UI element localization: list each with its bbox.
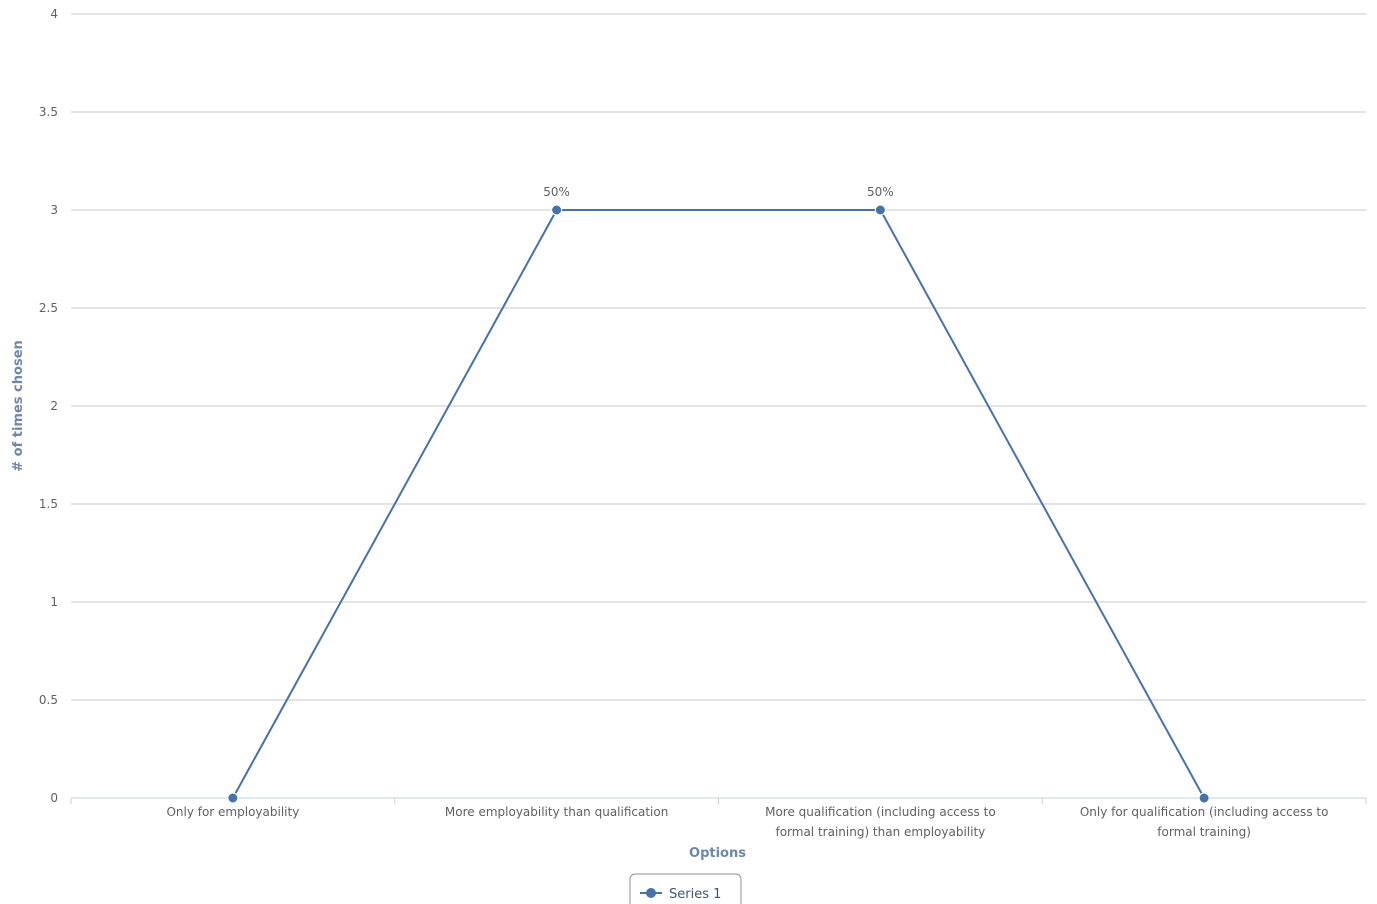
y-tick-label: 2: [50, 399, 58, 413]
x-axis-tick-labels: Only for employability More employability…: [166, 805, 1328, 839]
series-line: [231, 209, 1206, 799]
x-tick-label: Only for qualification (including access…: [1080, 805, 1329, 839]
legend-box: [629, 873, 742, 904]
x-axis-title: Options: [689, 846, 746, 861]
x-axis-ticks: [70, 798, 1367, 804]
data-labels: 50% 50%: [543, 185, 893, 199]
legend-item-series-1[interactable]: Series 1: [669, 887, 721, 902]
x-tick-label: Only for employability: [166, 805, 299, 819]
y-axis-title: # of times chosen: [11, 340, 26, 472]
y-tick-label: 0.5: [39, 693, 58, 707]
data-label: 50%: [543, 185, 570, 199]
legend[interactable]: Series 1: [629, 873, 742, 904]
grid-lines: [71, 13, 1366, 701]
y-axis-tick-labels: 0 0.5 1 1.5 2 2.5 3 3.5 4: [39, 7, 58, 805]
x-tick-label: More qualification (including access to f…: [765, 805, 996, 839]
y-tick-label: 3: [50, 203, 58, 217]
series-1: [227, 204, 1210, 804]
legend-series-marker-icon: [646, 888, 656, 898]
y-tick-label: 0: [50, 791, 58, 805]
data-point[interactable]: [874, 204, 886, 216]
y-tick-label: 3.5: [39, 105, 58, 119]
data-label: 50%: [867, 185, 894, 199]
x-tick-label: More employability than qualification: [445, 805, 668, 819]
data-point[interactable]: [227, 792, 239, 804]
y-tick-label: 1.5: [39, 497, 58, 511]
y-tick-label: 1: [50, 595, 58, 609]
y-tick-label: 2.5: [39, 301, 58, 315]
data-point[interactable]: [1198, 792, 1210, 804]
data-point[interactable]: [551, 204, 563, 216]
y-tick-label: 4: [50, 7, 58, 21]
